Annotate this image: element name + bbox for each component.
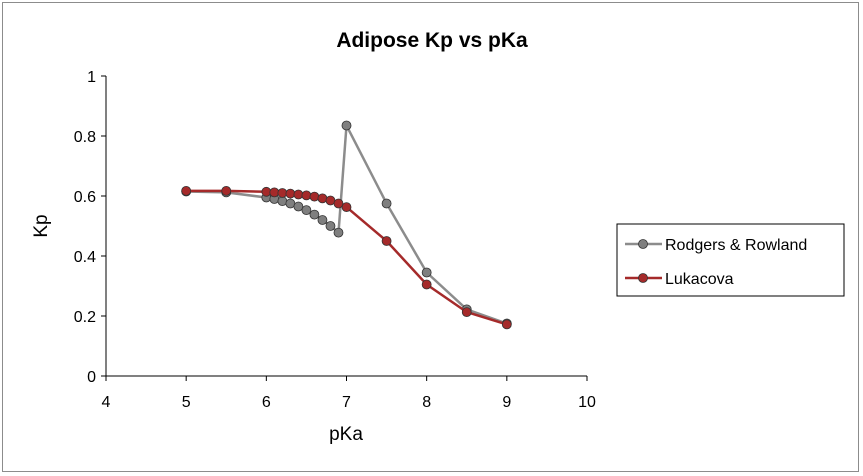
legend-box [616,223,845,297]
y-tick-label: 0.4 [74,249,96,266]
data-point [293,201,304,212]
data-point [221,185,232,196]
x-tick-label: 10 [578,394,596,411]
x-tick-label: 6 [262,394,271,411]
x-tick-label: 9 [502,394,511,411]
y-tick-label: 0.2 [74,309,96,326]
x-tick-label: 7 [342,394,351,411]
axes: 0 0.2 0.4 0.6 0.8 1 4 5 6 7 8 9 10 [74,69,596,411]
data-point [421,267,432,278]
data-point [309,191,320,202]
x-axis-label: pKa [329,424,363,445]
legend: Rodgers & Rowland Lukacova [616,223,845,297]
legend-label-rodgers-rowland: Rodgers & Rowland [665,237,807,254]
data-point [285,188,296,199]
data-point [301,190,312,201]
data-point [277,188,288,198]
x-tick-label: 5 [182,394,191,411]
data-point [461,307,472,318]
legend-label-lukacova: Lukacova [665,271,734,288]
data-point [317,193,328,204]
data-point [325,221,336,231]
x-tick-label: 8 [422,394,431,411]
data-point [381,198,392,209]
data-point [341,202,352,213]
data-point [309,209,320,220]
legend-marker-lukacova [638,273,648,283]
data-point [381,236,392,246]
data-point [341,120,352,131]
data-point [501,319,512,330]
series-lukacova [181,185,512,330]
x-tick-label: 4 [102,394,111,411]
chart-title: Adipose Kp vs pKa [336,29,528,52]
data-point [301,205,312,216]
y-tick-label: 1 [87,69,96,86]
series-rodgers-rowland [181,120,512,329]
data-point [181,185,192,196]
data-point [277,196,288,207]
series-layer [181,120,512,330]
data-point [293,189,304,200]
data-point [261,186,272,197]
y-tick-label: 0.8 [74,129,96,146]
data-point [333,227,344,238]
y-tick-label: 0.6 [74,189,96,206]
y-tick-label: 0 [87,369,96,386]
y-axis-label: Kp [31,214,52,237]
data-point [421,279,432,290]
data-point [317,215,328,225]
series-line-rodgers-rowland [186,124,508,325]
legend-marker-rodgers-rowland [638,239,648,249]
data-point [333,198,344,209]
data-point [269,187,280,198]
